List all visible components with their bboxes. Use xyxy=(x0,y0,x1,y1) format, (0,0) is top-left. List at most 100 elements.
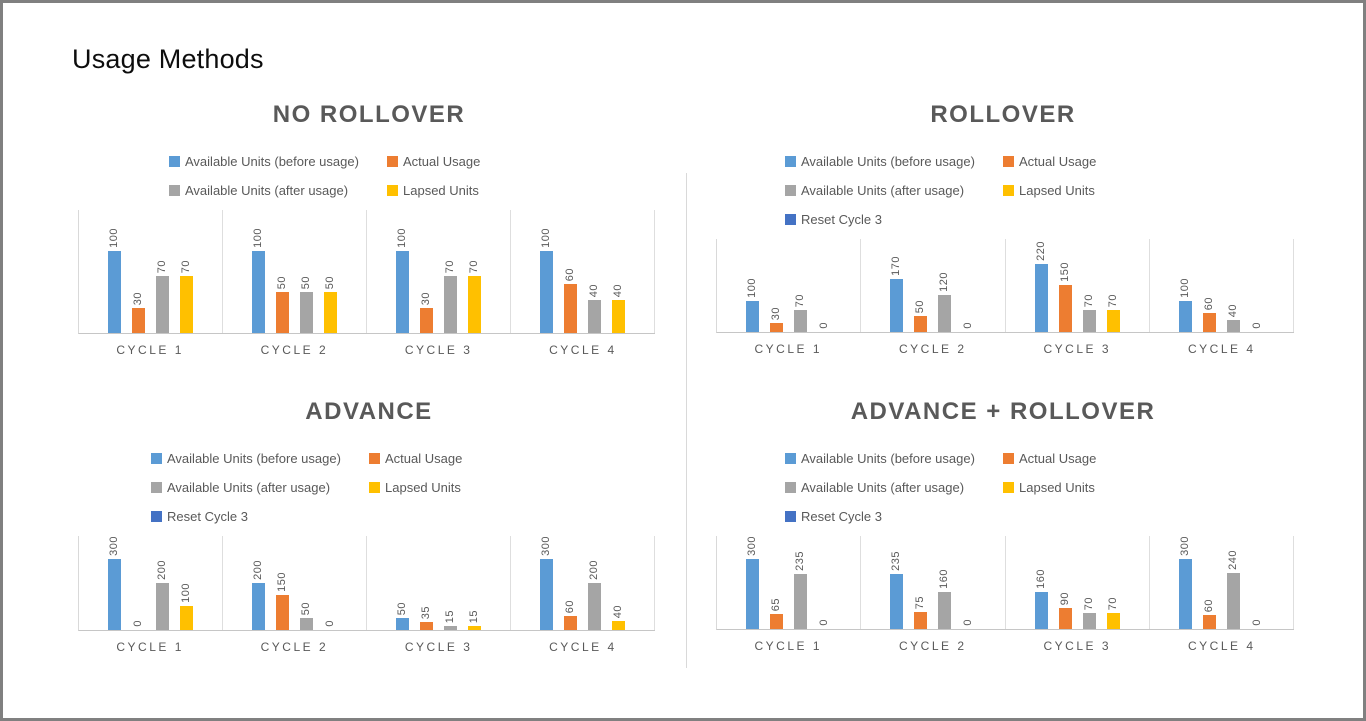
bar xyxy=(108,251,121,333)
bar-group-item: 300 xyxy=(1178,536,1192,629)
category-label: CYCLE 4 xyxy=(1187,639,1256,653)
legend-label: Actual Usage xyxy=(385,451,463,466)
bar-group-item: 0 xyxy=(1251,239,1264,332)
legend-swatch-icon xyxy=(785,156,796,167)
category-cell: 100 60 40 40 xyxy=(511,210,655,333)
legend-swatch-icon xyxy=(369,453,380,464)
data-label: 50 xyxy=(276,275,288,289)
bar xyxy=(132,308,145,333)
data-label: 70 xyxy=(156,259,168,273)
bar-group-item: 50 xyxy=(324,210,337,333)
legend-label: Actual Usage xyxy=(1019,154,1097,169)
legend-label: Reset Cycle 3 xyxy=(801,212,882,227)
category-cell: 300 60 240 0 xyxy=(1150,536,1294,629)
data-label: 60 xyxy=(564,267,576,281)
category-cell: 100 30 70 0 xyxy=(717,239,862,332)
legend-label: Available Units (after usage) xyxy=(167,480,331,495)
bar-group-item: 40 xyxy=(612,536,625,630)
legend-item: Actual Usage xyxy=(387,147,480,176)
bar xyxy=(420,308,433,333)
data-label: 240 xyxy=(1226,550,1239,570)
bar-group-item: 70 xyxy=(1082,239,1096,332)
bar-group-item: 40 xyxy=(1226,239,1240,332)
data-label: 200 xyxy=(588,560,600,580)
legend-swatch-icon xyxy=(785,453,796,464)
data-label: 30 xyxy=(132,291,144,305)
chart-legend: Available Units (before usage) Actual Usa… xyxy=(785,147,1303,234)
legend-item: Actual Usage xyxy=(1003,444,1096,473)
data-label: 0 xyxy=(1250,322,1263,329)
category-label: CYCLE 2 xyxy=(260,343,329,357)
data-label: 100 xyxy=(252,228,264,248)
bar-group-item: 100 xyxy=(180,536,193,630)
bar xyxy=(156,583,169,630)
legend-item: Available Units (after usage) xyxy=(785,176,1003,205)
data-label: 70 xyxy=(794,293,807,307)
bar xyxy=(1202,313,1216,332)
bar-group-item: 0 xyxy=(1251,536,1264,629)
bar-group-item: 235 xyxy=(794,536,808,629)
category-cell: 200 150 50 0 xyxy=(223,536,367,630)
bar-group-item: 0 xyxy=(324,536,337,630)
data-label: 75 xyxy=(914,595,927,609)
page-title: Usage Methods xyxy=(72,44,264,74)
legend-swatch-icon xyxy=(151,453,162,464)
legend-item: Actual Usage xyxy=(1003,147,1096,176)
data-label: 90 xyxy=(1058,591,1071,605)
legend-item: Lapsed Units xyxy=(369,473,462,502)
data-label: 0 xyxy=(962,322,975,329)
data-label: 40 xyxy=(612,283,624,297)
category-label: CYCLE 4 xyxy=(1187,342,1256,356)
bar xyxy=(588,300,601,333)
legend-item: Actual Usage xyxy=(369,444,462,473)
category-cell: 220 150 70 70 xyxy=(1006,239,1150,332)
legend-item: Available Units (before usage) xyxy=(151,444,369,473)
bar-group-item: 220 xyxy=(1034,239,1048,332)
data-label: 70 xyxy=(180,259,192,273)
bar-group-item: 70 xyxy=(794,239,808,332)
legend-item: Lapsed Units xyxy=(1003,176,1096,205)
bar xyxy=(420,622,433,630)
bar xyxy=(890,574,904,629)
bar xyxy=(794,574,808,629)
category-label: CYCLE 1 xyxy=(116,640,184,654)
data-label: 70 xyxy=(1082,596,1095,610)
bar-group-item: 0 xyxy=(818,239,831,332)
data-label: 300 xyxy=(108,536,120,556)
bar-group-item: 150 xyxy=(276,536,289,630)
data-label: 60 xyxy=(1202,296,1215,310)
category-cell: 160 90 70 70 xyxy=(1006,536,1150,629)
data-label: 170 xyxy=(890,256,903,276)
category-label: CYCLE 1 xyxy=(754,639,823,653)
bar xyxy=(1178,559,1192,629)
data-label: 40 xyxy=(612,604,624,618)
legend-swatch-icon xyxy=(169,156,180,167)
chart-advance-rollover: ADVANCE + ROLLOVER Available Units (befo… xyxy=(703,390,1303,653)
bar xyxy=(1082,613,1096,629)
chart-area-divider xyxy=(686,173,687,668)
bar-group-item: 200 xyxy=(252,536,265,630)
bar xyxy=(468,626,481,630)
bar xyxy=(794,310,808,332)
category-axis-labels: CYCLE 1 CYCLE 2 CYCLE 3 CYCLE 4 xyxy=(78,343,655,357)
data-label: 65 xyxy=(770,597,783,611)
legend-label: Available Units (before usage) xyxy=(801,451,975,466)
bar xyxy=(1178,301,1192,332)
bar-group-item: 70 xyxy=(156,210,169,333)
data-label: 120 xyxy=(938,272,951,292)
bar-group-item: 235 xyxy=(890,536,904,629)
data-label: 100 xyxy=(746,278,759,298)
data-label: 70 xyxy=(468,259,480,273)
bar-group-item: 70 xyxy=(1106,536,1120,629)
bar-group-item: 50 xyxy=(276,210,289,333)
bar xyxy=(300,618,313,630)
legend-label: Available Units (before usage) xyxy=(167,451,341,466)
bar xyxy=(300,292,313,333)
data-label: 100 xyxy=(180,583,192,603)
bar-group-item: 100 xyxy=(396,210,409,333)
legend-item: Available Units (after usage) xyxy=(169,176,387,205)
category-cell: 100 30 70 70 xyxy=(367,210,511,333)
data-label: 200 xyxy=(156,560,168,580)
bar xyxy=(468,276,481,333)
